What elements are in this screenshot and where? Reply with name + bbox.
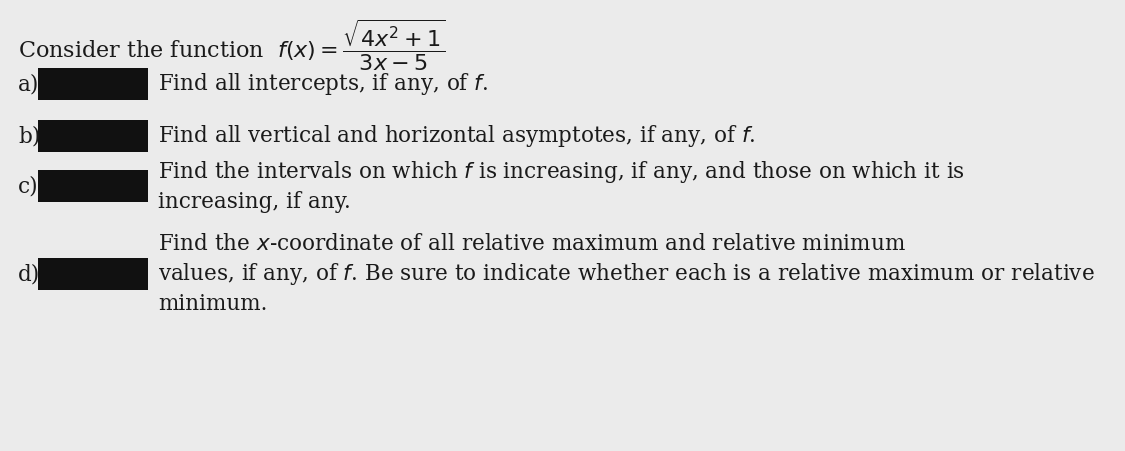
Text: Find all vertical and horizontal asymptotes, if any, of $f$.: Find all vertical and horizontal asympto… bbox=[158, 123, 755, 149]
Bar bbox=[38, 120, 148, 152]
Text: Find the intervals on which $f$ is increasing, if any, and those on which it is
: Find the intervals on which $f$ is incre… bbox=[158, 159, 965, 213]
Bar bbox=[38, 170, 148, 202]
Text: Consider the function  $f(x) = \dfrac{\sqrt{4x^2+1}}{3x-5}$: Consider the function $f(x) = \dfrac{\sq… bbox=[18, 18, 446, 73]
Text: Find all intercepts, if any, of $f$.: Find all intercepts, if any, of $f$. bbox=[158, 71, 488, 97]
Text: d): d) bbox=[18, 263, 40, 285]
Bar bbox=[38, 258, 148, 290]
Text: b): b) bbox=[18, 125, 40, 147]
Text: a): a) bbox=[18, 73, 39, 95]
Text: c): c) bbox=[18, 175, 38, 197]
Text: Find the $x$-coordinate of all relative maximum and relative minimum
values, if : Find the $x$-coordinate of all relative … bbox=[158, 233, 1095, 315]
Bar bbox=[38, 68, 148, 100]
